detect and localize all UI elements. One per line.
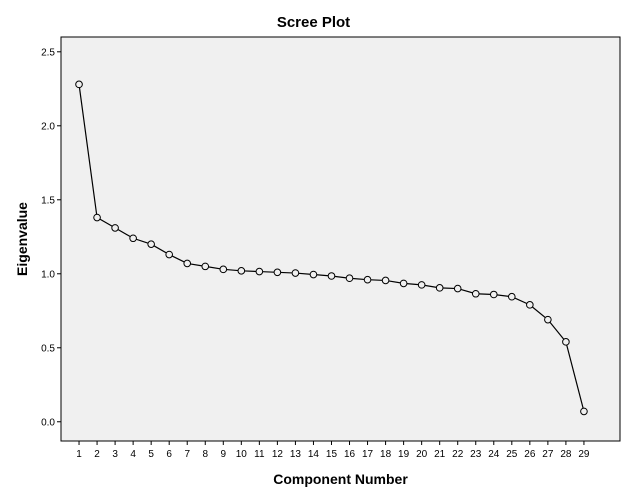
chart-title: Scree Plot (277, 14, 350, 31)
plot-area (60, 36, 621, 442)
x-tick-label: 14 (308, 449, 320, 460)
x-tick-label: 16 (344, 449, 356, 460)
data-point (526, 301, 534, 309)
data-point (183, 259, 192, 268)
data-point (219, 265, 228, 274)
data-point (381, 276, 390, 285)
x-tick-label: 13 (290, 449, 302, 460)
y-axis-title: Eigenvalue (14, 202, 30, 276)
y-tick-label: 2.5 (41, 47, 55, 58)
y-tick-label: 1.5 (41, 195, 55, 206)
data-point (309, 270, 318, 279)
data-point (471, 289, 480, 298)
x-tick-label: 12 (272, 449, 284, 460)
data-point (291, 269, 300, 277)
x-tick-label: 17 (362, 449, 374, 460)
x-tick-label: 24 (488, 449, 500, 460)
y-tick-label: 1.0 (41, 269, 55, 280)
data-point (453, 284, 462, 293)
x-tick-label: 22 (452, 449, 464, 460)
x-tick-label: 2 (94, 449, 100, 460)
x-tick-label: 1 (76, 449, 82, 460)
data-point (201, 262, 210, 271)
data-point (363, 275, 372, 284)
x-tick-label: 29 (578, 449, 590, 460)
x-tick-label: 8 (202, 449, 208, 460)
y-axis: 0.0 0.5 1.0 1.5 2.0 2.5 (41, 47, 61, 428)
data-point (399, 279, 408, 288)
x-tick-label: 15 (326, 449, 338, 460)
data-point (562, 338, 570, 346)
y-tick-label: 0.0 (41, 417, 55, 428)
x-tick-label: 11 (254, 449, 265, 460)
data-point (435, 284, 444, 292)
data-point (165, 250, 173, 259)
x-tick-label: 9 (221, 449, 227, 460)
data-point (237, 267, 246, 275)
x-tick-label: 5 (148, 449, 154, 460)
x-tick-label: 25 (506, 449, 518, 460)
x-axis-title: Component Number (273, 471, 408, 487)
x-tick-label: 6 (166, 449, 172, 460)
data-point (75, 80, 83, 89)
data-point (489, 290, 498, 299)
data-point (147, 240, 155, 248)
x-tick-label: 19 (398, 449, 410, 460)
data-point (345, 274, 354, 283)
x-tick-label: 28 (560, 449, 572, 460)
x-axis: 1 2 3 4 5 6 7 8 9 10 11 12 13 14 15 16 17 18 19 20 21 22 23 24 2… (76, 441, 590, 460)
data-point (580, 407, 588, 416)
data-point (327, 272, 336, 280)
x-tick-label: 7 (184, 449, 190, 460)
data-point (255, 267, 264, 276)
x-tick-label: 18 (380, 449, 392, 460)
x-tick-label: 21 (434, 449, 446, 460)
y-tick-label: 2.0 (41, 121, 55, 132)
data-point (93, 213, 101, 222)
x-tick-label: 10 (236, 449, 248, 460)
data-point (544, 315, 552, 324)
y-tick-label: 0.5 (41, 343, 55, 354)
data-point (417, 281, 426, 289)
data-markers (75, 80, 588, 416)
x-tick-label: 4 (130, 449, 136, 460)
x-tick-label: 26 (524, 449, 536, 460)
x-tick-label: 20 (416, 449, 428, 460)
x-tick-label: 3 (112, 449, 118, 460)
x-tick-label: 27 (542, 449, 554, 460)
data-point (111, 224, 119, 232)
data-point (273, 268, 282, 277)
data-point (129, 234, 137, 243)
data-point (508, 292, 516, 301)
x-tick-label: 23 (470, 449, 482, 460)
